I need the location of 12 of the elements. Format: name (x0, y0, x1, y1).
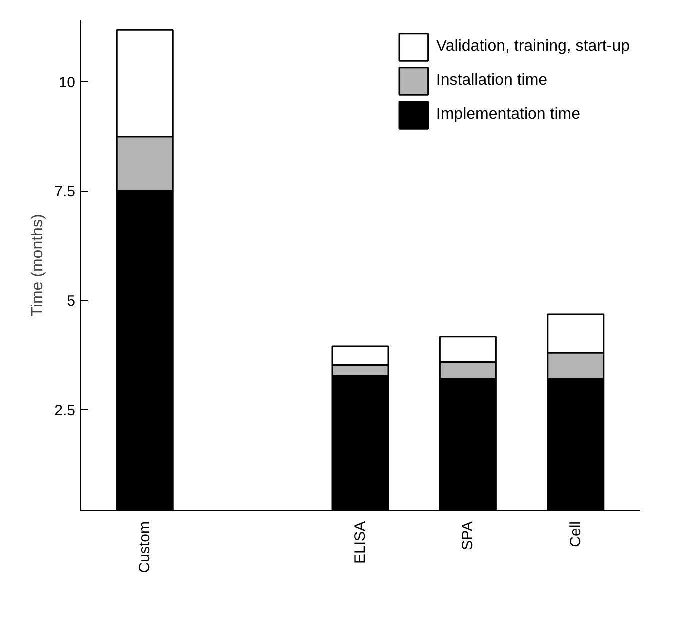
x-tick-label: Cell (567, 521, 584, 548)
x-tick-label: Custom (136, 521, 154, 574)
y-tick-label: 2.5 (54, 402, 76, 420)
y-tick-label: 10 (58, 74, 76, 92)
x-tick-label: SPA (460, 521, 477, 550)
legend-label: Installation time (436, 72, 548, 90)
y-axis-title: Time (months) (30, 214, 47, 317)
legend-label: Validation, training, start-up (436, 38, 630, 56)
x-tick-label: ELISA (352, 521, 369, 564)
y-tick-label: 5 (67, 293, 76, 310)
legend-label: Implementation time (436, 106, 580, 124)
y-tick-label: 7.5 (54, 184, 76, 201)
